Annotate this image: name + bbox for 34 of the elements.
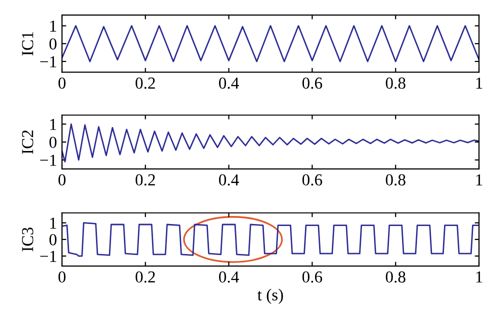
x-tick-label: 1 bbox=[476, 271, 482, 282]
x-tick-label: 0.2 bbox=[136, 78, 155, 89]
y-tick-label: −1 bbox=[40, 154, 56, 166]
x-tick-label: 0.4 bbox=[219, 174, 239, 186]
x-tick-label: 0.2 bbox=[136, 174, 155, 186]
x-tick-label: 0.4 bbox=[219, 271, 239, 283]
y-axis-title: IC1 bbox=[22, 32, 34, 56]
y-tick-label: 0 bbox=[49, 234, 57, 246]
x-tick-label: 1 bbox=[476, 78, 482, 89]
line-series bbox=[62, 123, 479, 162]
y-tick-label: −1 bbox=[40, 56, 56, 68]
x-tick-label: 0 bbox=[58, 78, 66, 89]
y-tick-label: −1 bbox=[40, 250, 56, 262]
x-tick-label: 0.6 bbox=[302, 174, 322, 186]
y-tick-label: 0 bbox=[49, 136, 57, 148]
x-tick-label: 0.4 bbox=[219, 78, 239, 89]
x-tick-label: 0 bbox=[58, 174, 66, 186]
x-tick-label: 0.2 bbox=[136, 271, 155, 283]
y-axis-title: IC2 bbox=[22, 130, 34, 154]
x-tick-label: 0.8 bbox=[386, 78, 406, 89]
x-tick-label: 0.8 bbox=[386, 174, 406, 186]
y-tick-label: 0 bbox=[49, 38, 57, 50]
y-tick-label: 1 bbox=[50, 118, 56, 130]
x-axis-title: t (s) bbox=[257, 288, 283, 304]
x-tick-label: 0.8 bbox=[386, 271, 406, 283]
line-series bbox=[62, 25, 479, 62]
x-tick-label: 0 bbox=[58, 271, 66, 283]
y-tick-label: 1 bbox=[50, 218, 56, 229]
x-tick-label: 0.6 bbox=[302, 271, 322, 283]
y-axis-title: IC3 bbox=[22, 228, 34, 252]
y-tick-label: 1 bbox=[50, 20, 56, 32]
x-tick-label: 1 bbox=[476, 174, 482, 186]
line-series bbox=[62, 222, 479, 257]
x-tick-label: 0.6 bbox=[302, 78, 322, 89]
